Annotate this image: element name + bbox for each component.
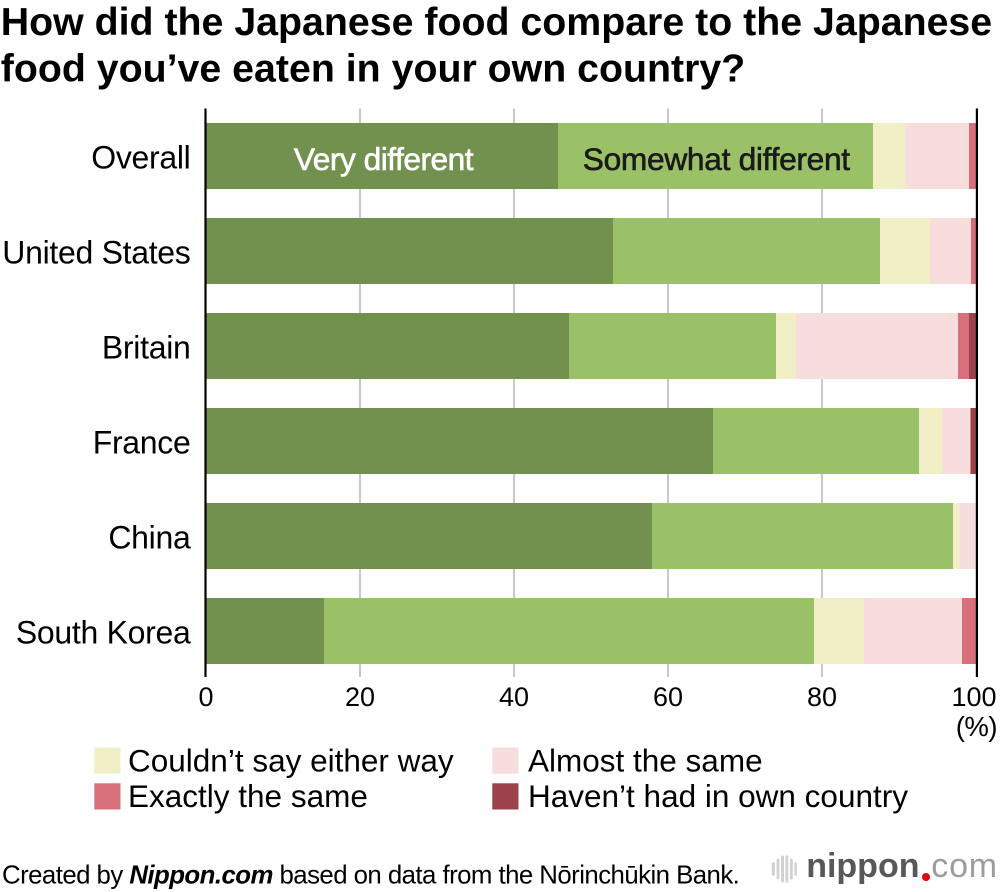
svg-text:40: 40 (499, 682, 529, 712)
svg-text:80: 80 (807, 682, 837, 712)
svg-text:China: China (108, 520, 191, 556)
svg-text:South Korea: South Korea (16, 615, 191, 651)
svg-text:Almost the same: Almost the same (528, 742, 763, 778)
svg-text:France: France (93, 425, 191, 461)
svg-text:Couldn’t say either way: Couldn’t say either way (128, 742, 454, 778)
svg-text:Overall: Overall (91, 140, 190, 176)
svg-text:food you’ve eaten in your own: food you’ve eaten in your own country? (1, 46, 746, 90)
svg-text:60: 60 (653, 682, 683, 712)
svg-text:com: com (931, 847, 998, 885)
svg-text:Britain: Britain (102, 330, 191, 366)
svg-text:United States: United States (2, 235, 190, 271)
svg-text:20: 20 (345, 682, 375, 712)
svg-text:Somewhat different: Somewhat different (583, 141, 851, 177)
svg-text:Created by Nippon.com based on: Created by Nippon.com based on data from… (2, 862, 739, 890)
svg-text:Haven’t had in own country: Haven’t had in own country (528, 778, 908, 814)
svg-text:(%): (%) (956, 711, 997, 742)
svg-text:0: 0 (198, 682, 213, 712)
svg-text:nippon: nippon (806, 847, 919, 885)
svg-text:100: 100 (951, 682, 996, 712)
svg-text:How did the Japanese food comp: How did the Japanese food compare to the… (1, 0, 992, 44)
svg-text:Exactly the same: Exactly the same (128, 778, 368, 814)
svg-text:Very different: Very different (294, 141, 474, 177)
